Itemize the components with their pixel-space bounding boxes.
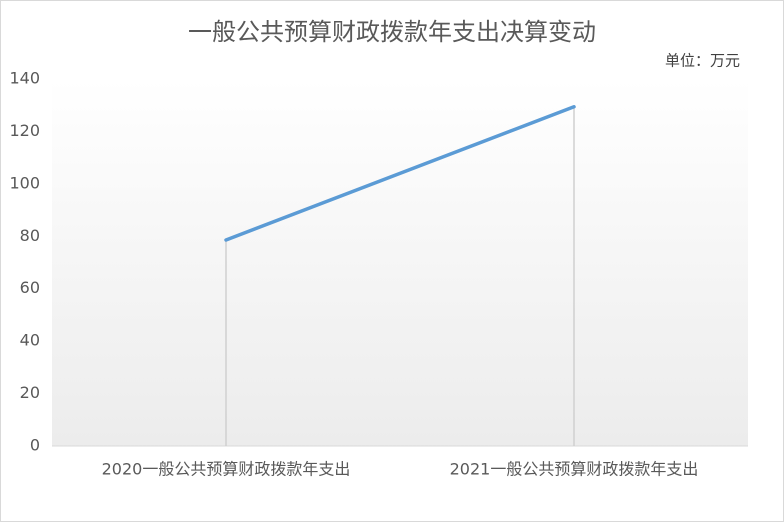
unit-note: 单位：万元: [665, 52, 740, 70]
plot-area: [52, 79, 748, 446]
y-tick-label: 20: [20, 383, 40, 402]
chart-title: 一般公共预算财政拨款年支出决算变动: [188, 18, 596, 46]
data-line: [224, 105, 576, 242]
y-tick-label: 80: [20, 226, 40, 245]
x-tick-label: 2020一般公共预算财政拨款年支出: [102, 460, 351, 479]
y-tick-label: 40: [20, 331, 40, 350]
y-tick-label: 0: [30, 436, 40, 455]
y-tick-label: 100: [9, 173, 40, 192]
x-tick-label: 2021一般公共预算财政拨款年支出: [450, 460, 699, 479]
y-tick-label: 140: [9, 69, 40, 88]
y-tick-label: 120: [9, 121, 40, 140]
y-tick-label: 60: [20, 278, 40, 297]
